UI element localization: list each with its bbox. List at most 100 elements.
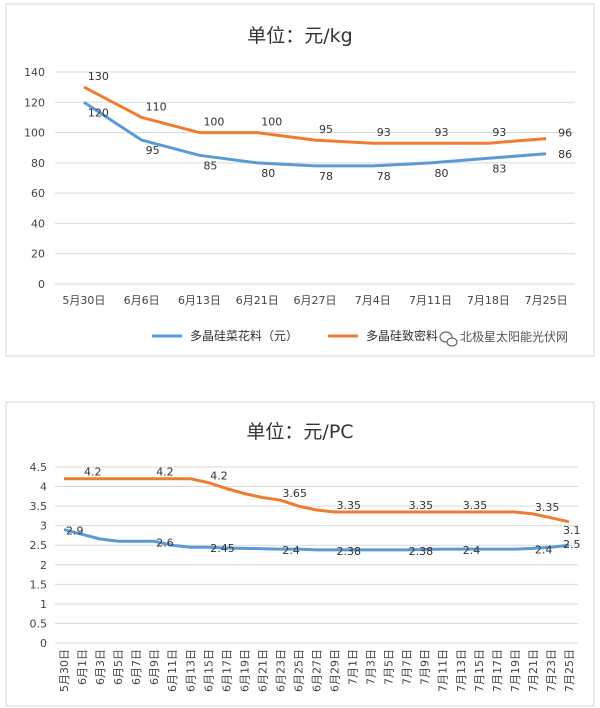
wechat-icon	[439, 331, 458, 347]
data-label: 3.35	[535, 501, 560, 514]
legend-label-1: 多晶硅菜花料（元）	[190, 328, 298, 343]
x-tick-label: 7月23日	[545, 649, 558, 692]
watermark-text: 北极星太阳能光伏网	[460, 329, 568, 344]
legend-label-2: 多晶硅致密料	[366, 328, 438, 343]
y-tick-label: 120	[24, 96, 45, 109]
x-tick-label: 6月27日	[311, 649, 324, 692]
y-tick-label: 3	[40, 520, 47, 533]
y-tick-label: 40	[31, 217, 45, 230]
x-tick-label: 7月18日	[467, 294, 510, 307]
data-label: 95	[319, 123, 333, 136]
x-tick-label: 6月17日	[220, 649, 233, 692]
chart-1-frame	[5, 3, 595, 357]
data-label: 2.4	[463, 544, 481, 557]
x-tick-label: 7月4日	[355, 294, 391, 307]
y-tick-label: 1	[40, 598, 47, 611]
data-label: 2.6	[156, 536, 174, 549]
x-tick-label: 6月25日	[292, 649, 305, 692]
series-line-2	[83, 85, 547, 145]
y-tick-label: 2	[40, 559, 47, 572]
x-tick-label: 6月11日	[166, 649, 179, 692]
data-label: 3.65	[282, 487, 307, 500]
data-label: 100	[203, 116, 224, 129]
y-tick-label: 100	[24, 127, 45, 140]
data-label: 4.2	[210, 470, 228, 483]
data-label: 93	[492, 126, 506, 139]
x-tick-label: 6月13日	[184, 649, 197, 692]
data-label: 86	[558, 148, 572, 161]
x-tick-label: 7月11日	[437, 649, 450, 692]
data-label: 96	[558, 127, 572, 140]
x-tick-label: 7月3日	[365, 649, 378, 685]
data-label: 4.2	[156, 466, 174, 479]
x-tick-label: 7月7日	[401, 649, 414, 685]
data-label: 2.45	[210, 542, 235, 555]
x-tick-label: 7月13日	[455, 649, 468, 692]
x-tick-label: 5月30日	[62, 294, 105, 307]
data-label: 93	[435, 126, 449, 139]
y-tick-label: 4.5	[30, 461, 48, 474]
x-tick-label: 6月6日	[124, 294, 160, 307]
data-label: 2.4	[282, 544, 300, 557]
series-line-2	[64, 477, 570, 524]
data-label: 80	[435, 167, 449, 180]
watermark: 北极星太阳能光伏网	[439, 329, 568, 347]
x-tick-label: 7月21日	[527, 649, 540, 692]
data-label: 93	[377, 126, 391, 139]
x-tick-label: 6月29日	[329, 649, 342, 692]
x-tick-label: 6月21日	[256, 649, 269, 692]
x-tick-label: 7月25日	[525, 294, 568, 307]
x-tick-label: 6月21日	[236, 294, 279, 307]
series-line-1	[83, 101, 547, 168]
x-tick-label: 6月13日	[178, 294, 221, 307]
data-label: 4.2	[84, 466, 102, 479]
y-tick-label: 3.5	[30, 500, 48, 513]
x-tick-label: 6月1日	[76, 649, 89, 685]
series-line-1	[63, 528, 570, 552]
data-label: 120	[88, 106, 109, 119]
x-tick-label: 6月3日	[94, 649, 107, 685]
y-tick-label: 1.5	[30, 578, 48, 591]
data-label: 3.35	[337, 499, 362, 512]
y-tick-label: 140	[24, 66, 45, 79]
data-label: 85	[203, 159, 217, 172]
chart-2-svg: 单位：元/PC 0 0.5 1 1.5 2 2.5 3 3.5 4 4.5 5月30日 6月1日 6月…	[5, 401, 595, 707]
x-tick-label: 7月1日	[347, 649, 360, 685]
x-tick-label: 7月11日	[409, 294, 452, 307]
data-label: 78	[377, 170, 391, 183]
x-tick-label: 6月5日	[112, 649, 125, 685]
data-label: 100	[261, 116, 282, 129]
data-label: 2.38	[337, 545, 362, 558]
chart-2-frame	[5, 401, 595, 707]
data-label: 83	[492, 162, 506, 175]
data-label: 110	[146, 100, 167, 113]
y-tick-label: 0	[38, 278, 45, 291]
chart-1-svg: 单位：元/kg 0 20 40 60 80 100 120 140 5月30日 6月6日 6月13…	[5, 3, 595, 357]
chart-1-legend: 多晶硅菜花料（元） 多晶硅致密料	[152, 328, 438, 343]
x-tick-label: 6月15日	[202, 649, 215, 692]
data-label: 3.35	[409, 499, 434, 512]
y-tick-label: 0.5	[30, 617, 48, 630]
y-tick-label: 80	[31, 157, 45, 170]
x-tick-label: 7月17日	[491, 649, 504, 692]
y-tick-label: 0	[40, 637, 47, 650]
x-tick-label: 6月23日	[274, 649, 287, 692]
chart-1: 单位：元/kg 0 20 40 60 80 100 120 140 5月30日 6月6日 6月13…	[5, 3, 595, 357]
y-tick-label: 60	[31, 187, 45, 200]
data-label: 3.1	[563, 524, 581, 537]
data-label: 2.5	[563, 538, 581, 551]
data-label: 130	[88, 70, 109, 83]
x-tick-label: 7月9日	[419, 649, 432, 685]
data-label: 3.35	[463, 499, 488, 512]
data-label: 2.38	[409, 545, 434, 558]
x-tick-label: 7月15日	[473, 649, 486, 692]
data-label: 95	[146, 144, 160, 157]
x-tick-label: 7月5日	[383, 649, 396, 685]
data-label: 78	[319, 170, 333, 183]
chart-2: 单位：元/PC 0 0.5 1 1.5 2 2.5 3 3.5 4 4.5 5月30日 6月1日 6月…	[0, 400, 600, 708]
x-tick-label: 6月7日	[130, 649, 143, 685]
chart-1-title: 单位：元/kg	[247, 25, 352, 47]
x-tick-label: 6月9日	[148, 649, 161, 685]
x-tick-label: 6月19日	[238, 649, 251, 692]
data-label: 2.9	[66, 525, 84, 538]
